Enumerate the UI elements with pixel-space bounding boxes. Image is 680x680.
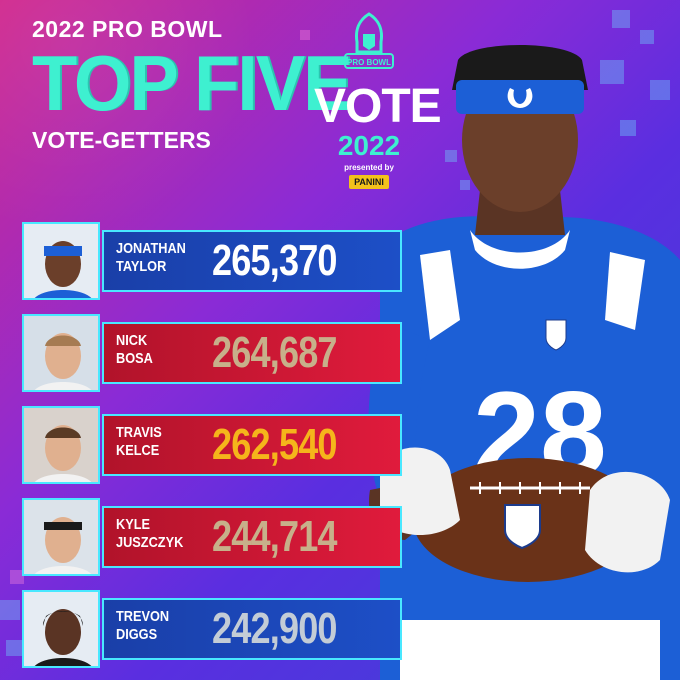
player-last-name: DIGGS [116,626,158,643]
player-name: NICK BOSA [116,332,153,368]
player-last-name: BOSA [116,350,153,367]
vote-count: 264,687 [212,328,338,377]
vote-count: 244,714 [212,512,338,561]
pixel-decor [6,640,22,656]
pixel-decor [300,30,310,40]
main-title: TOP FIVE [32,39,352,127]
leaderboard-row-4: KYLE JUSZCZYK 244,714 [22,498,402,576]
event-title: 2022 PRO BOWL [32,16,223,42]
vote-count: 262,540 [212,420,338,469]
presented-by: presented by [344,163,394,172]
vote-count: 242,900 [212,604,338,653]
row-bar [102,322,402,384]
player-photo [22,314,100,392]
leaderboard-row-5: TREVON DIGGS 242,900 [22,590,402,668]
headshot-icon [24,500,98,574]
player-name: KYLE JUSZCZYK [116,516,183,552]
vote-leaderboard: JONATHAN TAYLOR 265,370 NICK BOSA 264,68… [22,222,402,680]
pixel-decor [640,30,654,44]
leaderboard-row-1: JONATHAN TAYLOR 265,370 [22,222,402,300]
player-last-name: TAYLOR [116,258,167,275]
leaderboard-row-3: TRAVIS KELCE 262,540 [22,406,402,484]
row-bar [102,230,402,292]
pixel-decor [612,10,630,28]
player-photo [22,222,100,300]
pixel-decor [600,60,624,84]
player-name: TRAVIS KELCE [116,424,162,460]
pixel-decor [10,570,24,584]
player-first-name: NICK [116,332,148,349]
player-last-name: KELCE [116,442,160,459]
pixel-decor [445,150,457,162]
headshot-icon [24,408,98,482]
row-bar [102,414,402,476]
vote-count: 265,370 [212,236,338,285]
player-name: TREVON DIGGS [116,608,169,644]
pixel-decor [0,600,20,620]
player-name: JONATHAN TAYLOR [116,240,186,276]
leaderboard-row-2: NICK BOSA 264,687 [22,314,402,392]
player-photo [22,406,100,484]
sponsor-logo: PANINI [349,175,389,189]
vote-year: 2022 [337,130,401,161]
player-photo [22,590,100,668]
headshot-icon [24,316,98,390]
player-first-name: TREVON [116,608,170,625]
player-first-name: KYLE [116,516,151,533]
subtitle: VOTE-GETTERS [32,127,211,153]
row-bar [102,506,402,568]
player-photo [22,498,100,576]
headline: 2022 PRO BOWL TOP FIVE VOTE-GETTERS [32,16,352,154]
pixel-decor [620,120,636,136]
headshot-icon [24,224,98,298]
headshot-icon [24,592,98,666]
player-last-name: JUSZCZYK [116,534,184,551]
player-first-name: JONATHAN [116,240,186,257]
pixel-decor [460,180,470,190]
pixel-decor [650,80,670,100]
player-first-name: TRAVIS [116,424,162,441]
pro-bowl-vote-logo: PRO BOWL VOTE 2022 presented by PANINI [314,12,442,190]
player-image: 28 [368,45,680,680]
vote-word: VOTE [314,80,442,133]
emblem-text: PRO BOWL [347,58,391,67]
pro-bowl-emblem-icon: PRO BOWL [344,12,394,69]
row-bar [102,598,402,660]
